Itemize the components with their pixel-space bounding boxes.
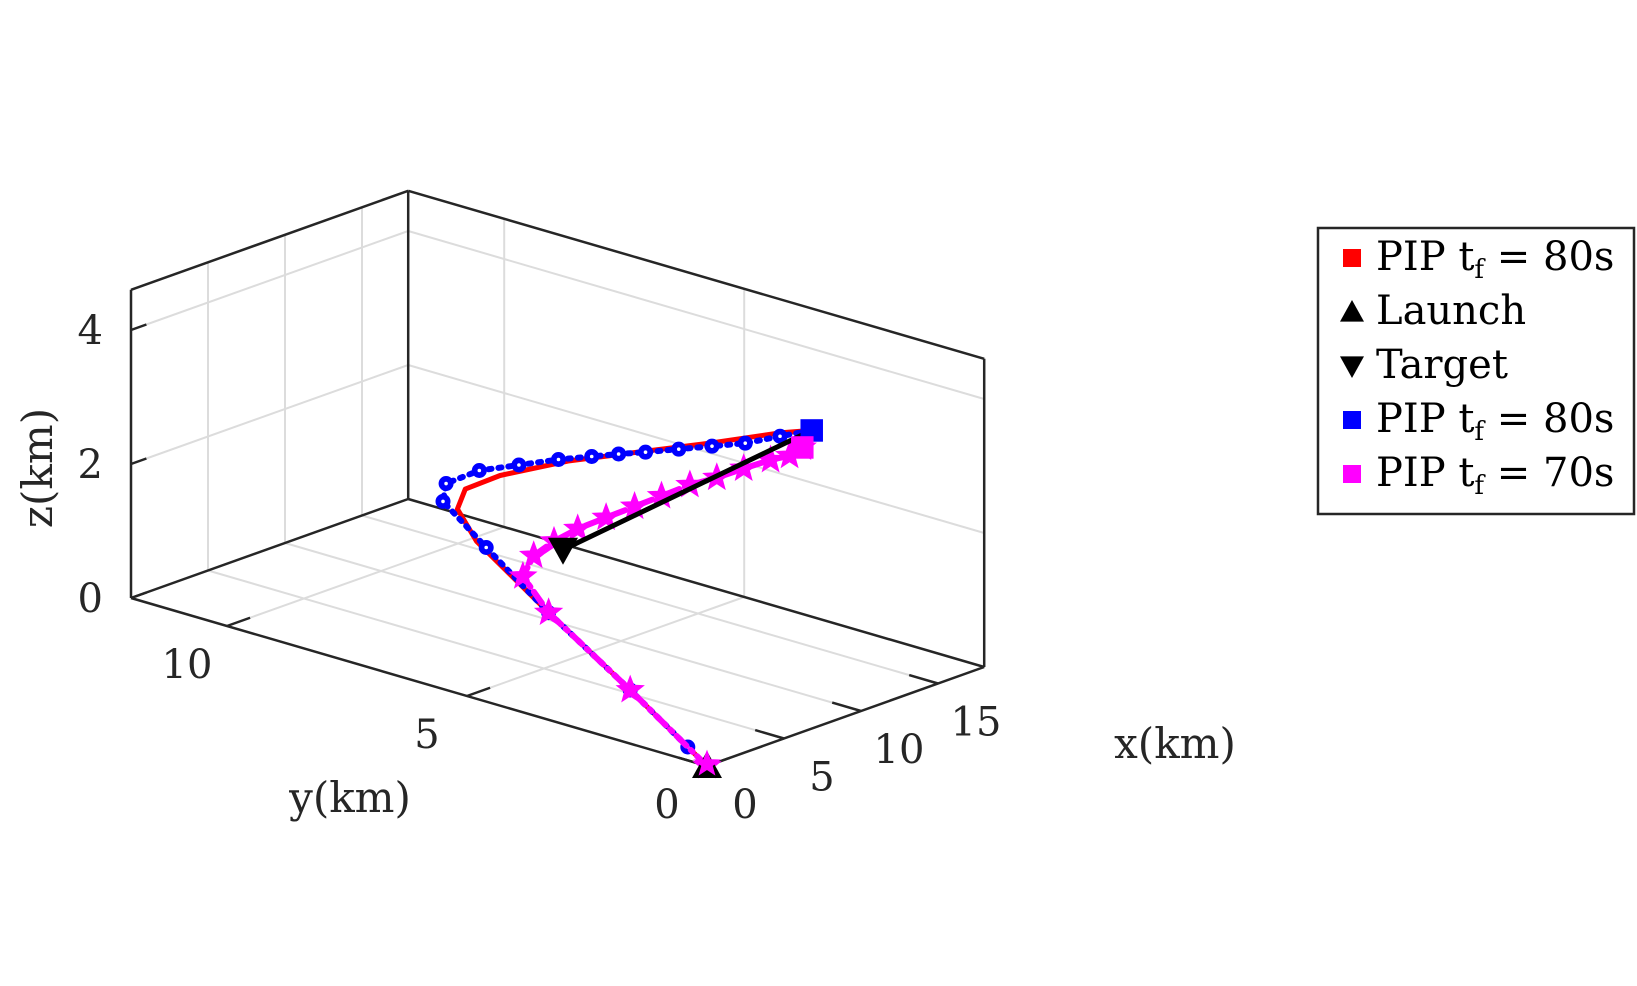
series-point-2 — [591, 502, 621, 531]
z-tick — [130, 457, 147, 466]
series-point-1 — [517, 463, 521, 467]
x-tick — [754, 728, 785, 740]
legend-entry-3: PIP tf = 80s — [1376, 396, 1614, 447]
x-tick-label: 0 — [732, 782, 757, 828]
series-point-2 — [563, 513, 593, 542]
legend-marker-0 — [1343, 249, 1361, 267]
y-tick — [226, 616, 251, 628]
pip-70-magenta-marker — [791, 436, 814, 459]
axes-box — [129, 189, 986, 768]
legend-marker-4 — [1343, 465, 1361, 483]
grid-lines — [130, 207, 986, 767]
series-point-2 — [518, 540, 549, 569]
series-point-2 — [533, 597, 564, 626]
legend-entry-1: Launch — [1376, 288, 1526, 334]
grid-line — [284, 542, 862, 712]
z-tick-label: 0 — [78, 576, 103, 622]
series-point-1 — [444, 481, 448, 486]
grid-line — [207, 569, 785, 740]
trajectory-series — [435, 422, 820, 779]
axis-edge — [130, 189, 409, 291]
grid-line — [407, 230, 985, 400]
x-axis-label: x(km) — [1114, 719, 1236, 768]
series-point-1 — [778, 434, 782, 439]
y-tick-label: 5 — [414, 712, 439, 758]
x-tick-label: 15 — [951, 700, 1002, 746]
series-point-1 — [710, 444, 714, 448]
series-point-1 — [441, 499, 445, 504]
key-point-markers — [548, 419, 823, 778]
grid-line — [466, 596, 745, 697]
series-point-2 — [619, 491, 650, 520]
legend-box — [1316, 226, 1636, 516]
x-tick-label: 5 — [809, 755, 834, 801]
grid-line — [226, 526, 505, 627]
series-point-1 — [589, 454, 594, 459]
grid-line — [130, 230, 409, 331]
y-tick-label: 10 — [162, 642, 213, 688]
tick-labels: 0 5 10 15 0 5 10 0 2 4 — [78, 308, 1002, 828]
legend-marker-2 — [1340, 356, 1364, 378]
grid-line — [361, 514, 939, 685]
y-tick — [466, 686, 491, 698]
axis-edge — [407, 189, 985, 360]
axis-edge — [706, 665, 985, 768]
series-point-2 — [508, 560, 538, 589]
legend-entry-0: PIP tf = 80s — [1376, 234, 1614, 285]
z-tick-label: 4 — [78, 308, 103, 354]
z-tick — [130, 591, 147, 600]
series-point-1 — [484, 545, 489, 550]
z-tick — [130, 323, 147, 332]
x-tick-label: 10 — [874, 727, 925, 773]
z-axis-label: z(km) — [13, 408, 62, 528]
target-marker — [548, 537, 578, 565]
series-point-2 — [615, 674, 645, 703]
x-tick — [908, 673, 939, 685]
grid-line — [130, 364, 409, 465]
series-point-2 — [729, 453, 759, 481]
y-axis-label: y(km) — [288, 773, 411, 822]
series-point-1 — [676, 447, 681, 451]
z-tick-label: 2 — [78, 442, 103, 488]
series-point-1 — [477, 468, 482, 473]
launch-star-marker — [693, 749, 721, 776]
series-point-1 — [743, 441, 748, 445]
legend-entry-4: PIP tf = 70s — [1376, 450, 1614, 501]
series-point-1 — [556, 457, 561, 462]
pip-80-blue-marker — [800, 419, 823, 442]
series-line-3 — [560, 427, 815, 553]
legend-marker-1 — [1340, 300, 1364, 322]
legend-marker-3 — [1343, 411, 1361, 429]
legend-entry-2: Target — [1376, 342, 1508, 388]
series-point-1 — [643, 450, 648, 454]
x-tick — [831, 701, 862, 713]
series-point-1 — [616, 452, 621, 456]
axis-edge — [407, 497, 985, 669]
y-tick-label: 0 — [654, 782, 679, 828]
axis-edge — [130, 497, 409, 600]
series-line-0 — [454, 427, 815, 769]
